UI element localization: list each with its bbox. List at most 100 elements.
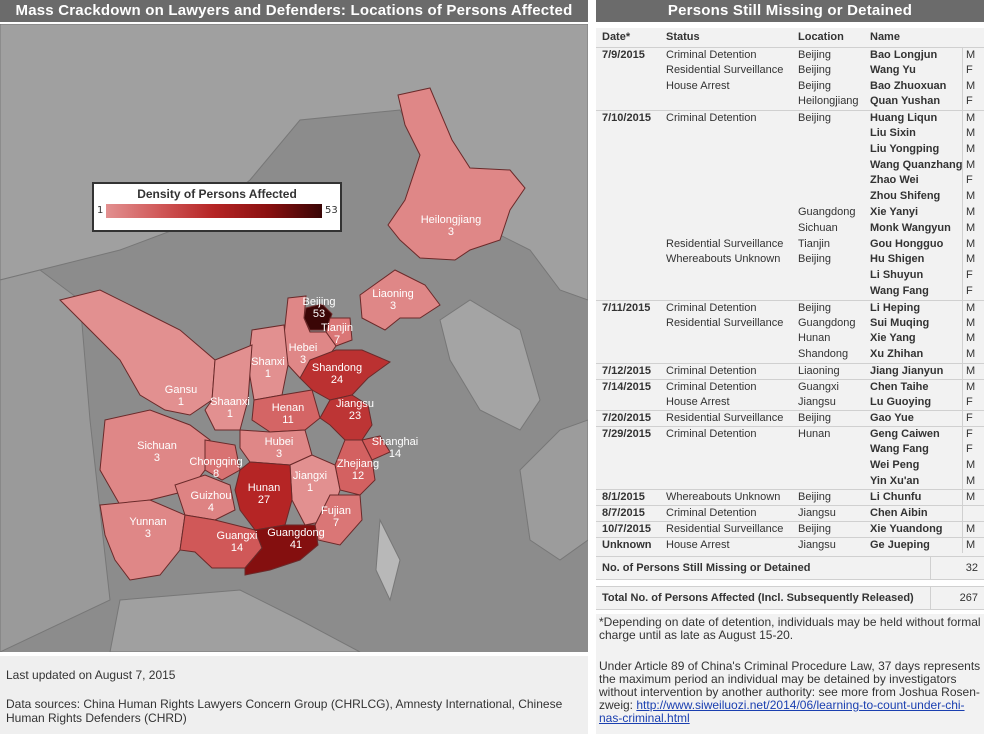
province-shape xyxy=(59,289,216,416)
province-count: 11 xyxy=(282,414,294,426)
province-name: Jiangxi xyxy=(292,470,328,482)
cell-name: Wang Fang xyxy=(870,285,929,297)
cell-name: Xie Yang xyxy=(870,332,916,345)
table-row: Yin Xu'an M xyxy=(596,474,984,490)
map-canvas xyxy=(0,24,588,652)
cell-sex: M xyxy=(966,237,976,250)
cell-status: Whereabouts Unknown xyxy=(666,491,781,504)
cell-sex: M xyxy=(966,79,976,92)
province-count: 23 xyxy=(348,410,362,422)
province-count: 3 xyxy=(144,528,152,540)
missing-value: 32 xyxy=(965,562,978,574)
land-south xyxy=(109,589,361,652)
density-legend: Density of Persons Affected 1 53 xyxy=(92,182,342,232)
cell-location: Guangxi xyxy=(798,380,839,393)
table-row: 8/1/2015 Whereabouts Unknown Beijing Li Chu… xyxy=(596,489,984,506)
cell-status: House Arrest xyxy=(666,79,730,92)
province-count: 24 xyxy=(330,374,344,386)
province-name: Tianjin xyxy=(321,322,353,334)
cell-status: Residential Surveillance xyxy=(666,63,784,76)
province-shape xyxy=(359,269,441,331)
land-taiwan xyxy=(375,518,401,602)
detained-table-title: Persons Still Missing or Detained xyxy=(596,0,984,22)
table-row: 7/29/2015 Criminal Detention Hunan Geng Cai… xyxy=(596,426,984,443)
cell-date: 7/14/2015 xyxy=(602,380,651,393)
province-count: 1 xyxy=(306,482,314,494)
cell-name: Ge Jueping xyxy=(870,538,930,551)
cell-status: Criminal Detention xyxy=(666,380,757,393)
missing-summary: No. of Persons Still Missing or Detained… xyxy=(596,556,984,580)
province-count: 12 xyxy=(351,470,365,482)
cell-sex: M xyxy=(966,253,976,266)
table-row: Wang Fang F xyxy=(596,442,984,458)
cell-status: Criminal Detention xyxy=(666,112,757,125)
cell-location: Jiangsu xyxy=(798,507,836,520)
cell-location: Beijing xyxy=(798,112,832,125)
table-row: Wang Quanzhang M xyxy=(596,158,984,174)
cell-status: Criminal Detention xyxy=(666,428,757,441)
province-label: Hunan 27 xyxy=(248,482,280,506)
province-name: Jiangsu xyxy=(336,398,374,410)
province-name: Hubei xyxy=(264,436,294,448)
cell-location: Beijing xyxy=(798,491,832,504)
cell-location: Jiangsu xyxy=(798,538,836,551)
cell-sex: M xyxy=(966,127,976,139)
cell-location: Jiangsu xyxy=(798,395,836,408)
province-shape xyxy=(204,439,241,481)
legend-min: 1 xyxy=(97,205,104,216)
cell-sex: F xyxy=(966,269,973,282)
table-row: Sichuan Monk Wangyun M xyxy=(596,221,984,237)
cell-sex: M xyxy=(966,316,976,329)
cell-sex: F xyxy=(966,285,973,297)
cell-location: Guangdong xyxy=(798,316,856,329)
summary-divider xyxy=(930,557,931,579)
cell-name: Hu Shigen xyxy=(870,253,925,266)
cell-location: Tianjin xyxy=(798,237,830,250)
province-label: Jiangxi 1 xyxy=(293,470,327,494)
province-name: Yunnan xyxy=(129,516,167,528)
land-japan xyxy=(519,419,588,561)
cell-sex: M xyxy=(966,348,976,361)
province-label: Gansu 1 xyxy=(165,384,197,408)
total-label: Total No. of Persons Affected (Incl. Sub… xyxy=(602,592,914,604)
province-label: Heilongjiang 3 xyxy=(421,214,482,238)
cell-date: 7/29/2015 xyxy=(602,428,651,441)
province-label: Guizhou 4 xyxy=(191,490,232,514)
cell-name: Wang Fang xyxy=(870,443,929,455)
province-name: Gansu xyxy=(164,384,198,396)
table-row: Residential Surveillance Tianjin Gou Hongg… xyxy=(596,237,984,253)
province-name: Zhejiang xyxy=(336,458,380,470)
detained-table: Date* Status Location Name 7/9/2015 Crimi… xyxy=(596,28,984,574)
cell-sex: M xyxy=(966,365,976,377)
cell-location: Beijing xyxy=(798,301,832,314)
cell-name: Monk Wangyun xyxy=(870,221,951,234)
cell-name: Yin Xu'an xyxy=(870,474,920,487)
source-link[interactable]: http://www.siweiluozi.net/2014/06/learni… xyxy=(599,698,965,725)
cell-name: Sui Muqing xyxy=(870,316,930,329)
province-count: 3 xyxy=(299,354,307,366)
cell-sex: M xyxy=(966,332,976,345)
missing-label: No. of Persons Still Missing or Detained xyxy=(602,562,811,574)
cell-status: Residential Surveillance xyxy=(666,412,784,425)
cell-date: 7/20/2015 xyxy=(602,412,651,425)
province-shape xyxy=(325,317,353,347)
cell-location: Beijing xyxy=(798,523,832,535)
cell-name: Xie Yuandong xyxy=(870,523,943,535)
cell-sex: M xyxy=(966,206,976,218)
cell-sex: M xyxy=(966,474,976,487)
province-count: 3 xyxy=(153,452,161,464)
province-label: Shandong 24 xyxy=(312,362,362,386)
table-row: 8/7/2015 Criminal Detention Jiangsu Chen Ai… xyxy=(596,505,984,522)
province-label: Guangxi 14 xyxy=(217,530,258,554)
province-name: Liaoning xyxy=(372,288,414,300)
cell-sex: M xyxy=(966,158,976,171)
cell-location: Sichuan xyxy=(798,221,838,234)
cell-status: House Arrest xyxy=(666,395,730,408)
legend-max: 53 xyxy=(325,205,338,216)
cell-name: Zhao Wei xyxy=(870,174,919,187)
cell-sex: F xyxy=(966,428,973,441)
cell-status: Whereabouts Unknown xyxy=(666,253,781,266)
land-korea xyxy=(439,299,541,431)
province-label: Guangdong 41 xyxy=(267,527,325,551)
cell-sex: M xyxy=(966,380,976,393)
